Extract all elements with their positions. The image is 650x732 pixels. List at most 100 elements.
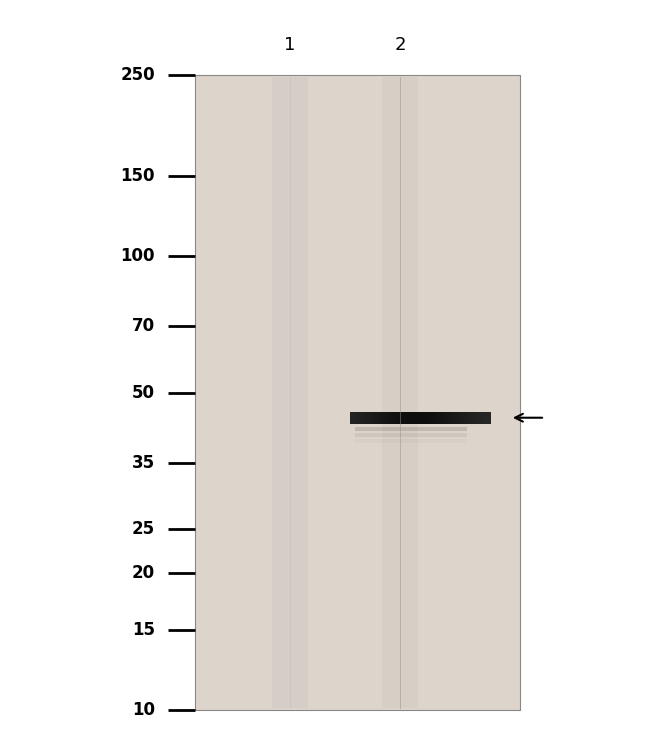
Bar [443,411,445,424]
Bar [452,411,454,424]
Bar [461,411,462,424]
Bar [436,411,437,424]
Bar [421,411,422,424]
Bar [453,411,455,424]
Bar [434,411,435,424]
Bar [389,411,391,424]
Bar [393,411,395,424]
Bar [395,411,396,424]
Bar [431,411,432,424]
Bar [365,411,367,424]
Bar [474,411,475,424]
Bar [358,411,360,424]
Bar [429,411,430,424]
Bar [383,411,384,424]
Bar [404,411,406,424]
Bar [426,411,428,424]
Bar [455,411,457,424]
Bar [368,411,369,424]
Bar [444,411,445,424]
Bar [469,411,471,424]
Bar [421,411,423,424]
Bar [400,411,401,424]
Bar [471,411,473,424]
Text: 100: 100 [120,247,155,265]
Bar [484,411,485,424]
Bar [374,411,376,424]
Bar [370,411,372,424]
Bar [402,411,404,424]
Bar [454,411,456,424]
Bar [411,411,413,424]
Bar [370,411,371,424]
Bar [477,411,478,424]
Bar [433,411,434,424]
Bar [354,411,355,424]
Bar [351,411,352,424]
Bar [397,411,398,424]
Bar [430,411,432,424]
Bar [382,411,384,424]
Bar [355,427,467,430]
Bar [452,411,453,424]
Bar [355,411,356,424]
Bar [387,411,388,424]
Bar [363,411,365,424]
Bar [448,411,449,424]
Text: 1: 1 [284,36,296,54]
Bar [413,411,415,424]
Bar [408,411,409,424]
Bar [355,433,467,437]
Bar [462,411,463,424]
Bar [375,411,377,424]
Bar [412,411,413,424]
Bar [357,411,358,424]
Bar [419,411,420,424]
Bar [364,411,365,424]
Bar [440,411,441,424]
Bar [419,411,421,424]
Bar [410,411,411,424]
Bar [359,411,361,424]
Bar [350,411,352,424]
Bar [416,411,417,424]
Bar [401,411,402,424]
Bar [450,411,451,424]
Bar [402,411,403,424]
Bar [478,411,480,424]
Bar [425,411,426,424]
Bar [385,411,387,424]
Bar [435,411,436,424]
Bar [391,411,393,424]
Bar [486,411,488,424]
Bar [379,411,380,424]
Text: 250: 250 [120,66,155,84]
Bar [382,77,418,708]
Bar [427,411,428,424]
Bar [272,77,308,708]
Bar [414,411,415,424]
Bar [473,411,474,424]
Bar [470,411,472,424]
Text: 70: 70 [132,317,155,335]
Bar [469,411,470,424]
Bar [447,411,448,424]
Bar [432,411,433,424]
Bar [424,411,426,424]
Bar [428,411,430,424]
Bar [374,411,375,424]
Bar [372,411,373,424]
Bar [475,411,476,424]
Bar [456,411,458,424]
Bar [457,411,458,424]
Bar [437,411,439,424]
Bar [467,411,468,424]
Bar [418,411,419,424]
Bar [488,411,489,424]
Text: 20: 20 [132,564,155,582]
Bar [463,411,465,424]
Bar [448,411,450,424]
Bar [486,411,487,424]
Bar [408,411,410,424]
Bar [404,411,405,424]
